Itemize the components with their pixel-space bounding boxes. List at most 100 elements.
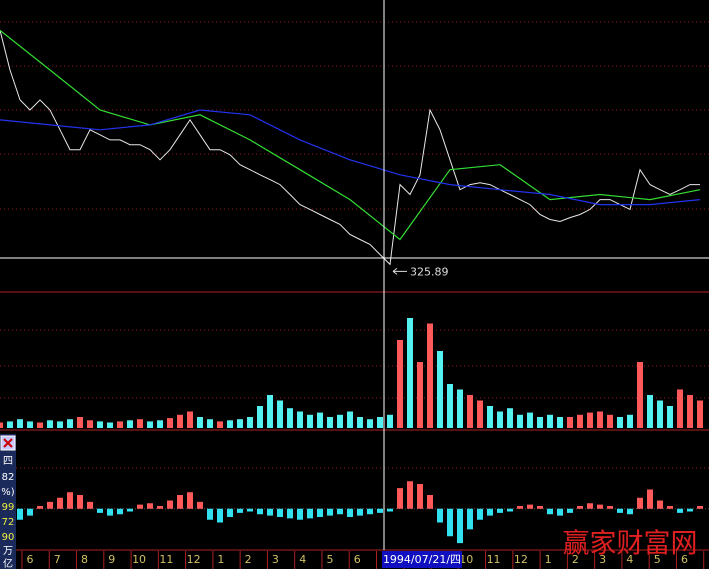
bar xyxy=(67,492,73,509)
bar xyxy=(657,400,663,428)
bar xyxy=(17,419,23,428)
bar xyxy=(437,508,443,523)
bar xyxy=(277,508,283,517)
bar xyxy=(227,508,233,517)
price-line xyxy=(0,29,701,241)
side-label: 万 xyxy=(3,546,13,557)
watermark: 赢家财富网 xyxy=(563,529,698,560)
bar xyxy=(577,414,583,428)
bar xyxy=(627,508,633,515)
bar xyxy=(417,484,423,509)
bar xyxy=(147,503,153,509)
bar xyxy=(247,417,253,428)
bar xyxy=(567,508,573,513)
bar xyxy=(127,508,133,512)
bar xyxy=(447,384,453,428)
bar xyxy=(537,417,543,428)
bar xyxy=(157,420,163,428)
bar xyxy=(97,508,103,513)
low-arrow xyxy=(392,267,407,275)
bar xyxy=(137,504,143,509)
bar xyxy=(197,417,203,428)
bar xyxy=(377,508,383,513)
bar xyxy=(477,400,483,428)
bar xyxy=(497,411,503,428)
bar xyxy=(167,500,173,509)
bar xyxy=(87,420,93,428)
month-label: 12 xyxy=(187,553,201,566)
bar xyxy=(517,506,523,509)
bar xyxy=(47,420,53,428)
bar xyxy=(617,508,623,513)
bar xyxy=(697,506,703,509)
month-label: 5 xyxy=(654,553,661,566)
bar xyxy=(337,508,343,515)
bar xyxy=(77,495,83,509)
bar xyxy=(357,417,363,428)
month-label: 12 xyxy=(514,553,528,566)
bar xyxy=(397,488,403,509)
bar xyxy=(327,508,333,516)
bar xyxy=(307,414,313,428)
bar xyxy=(297,508,303,520)
price-line xyxy=(0,109,701,206)
side-label: 82 xyxy=(2,472,15,483)
date-label: 1994/07/21/四 xyxy=(383,553,461,566)
month-label: 9 xyxy=(108,553,115,566)
bar xyxy=(87,501,93,509)
bar xyxy=(617,417,623,428)
bar xyxy=(57,421,63,428)
bar xyxy=(277,400,283,428)
bar xyxy=(667,506,673,509)
month-label: 8 xyxy=(81,553,88,566)
bar xyxy=(407,318,413,428)
bar xyxy=(417,362,423,428)
month-label: 1 xyxy=(217,553,224,566)
bar xyxy=(107,422,113,428)
bar xyxy=(207,419,213,428)
month-label: 7 xyxy=(54,553,61,566)
bar xyxy=(527,412,533,428)
month-label: 10 xyxy=(132,553,146,566)
bar xyxy=(27,508,33,516)
bar xyxy=(647,395,653,428)
bar xyxy=(487,406,493,428)
bar xyxy=(297,411,303,428)
bar xyxy=(77,417,83,428)
bar xyxy=(147,421,153,428)
bar xyxy=(227,420,233,428)
bar xyxy=(187,411,193,428)
bar xyxy=(327,417,333,428)
bar xyxy=(347,508,353,517)
bar xyxy=(647,489,653,509)
month-label: 5 xyxy=(326,553,333,566)
bar xyxy=(367,419,373,428)
bar xyxy=(0,422,3,428)
bar xyxy=(577,506,583,509)
bar xyxy=(187,492,193,509)
month-label: 2 xyxy=(245,553,252,566)
month-label: 11 xyxy=(159,553,173,566)
date-box xyxy=(382,551,462,568)
side-label: 90 xyxy=(2,532,15,543)
bar xyxy=(387,414,393,428)
bar xyxy=(507,408,513,428)
bar xyxy=(97,421,103,428)
month-label: 6 xyxy=(354,553,361,566)
bar xyxy=(47,501,53,509)
bar xyxy=(477,508,483,520)
bar xyxy=(37,422,43,428)
bar xyxy=(177,495,183,509)
bar xyxy=(287,508,293,519)
bar xyxy=(587,503,593,509)
bar xyxy=(397,340,403,428)
side-panel xyxy=(0,434,16,569)
bar xyxy=(467,508,473,530)
month-label: 11 xyxy=(487,553,501,566)
bar xyxy=(17,508,23,520)
month-label: 3 xyxy=(599,553,606,566)
bar xyxy=(317,508,323,517)
bar xyxy=(547,414,553,428)
bar xyxy=(27,421,33,428)
bar xyxy=(217,508,223,523)
